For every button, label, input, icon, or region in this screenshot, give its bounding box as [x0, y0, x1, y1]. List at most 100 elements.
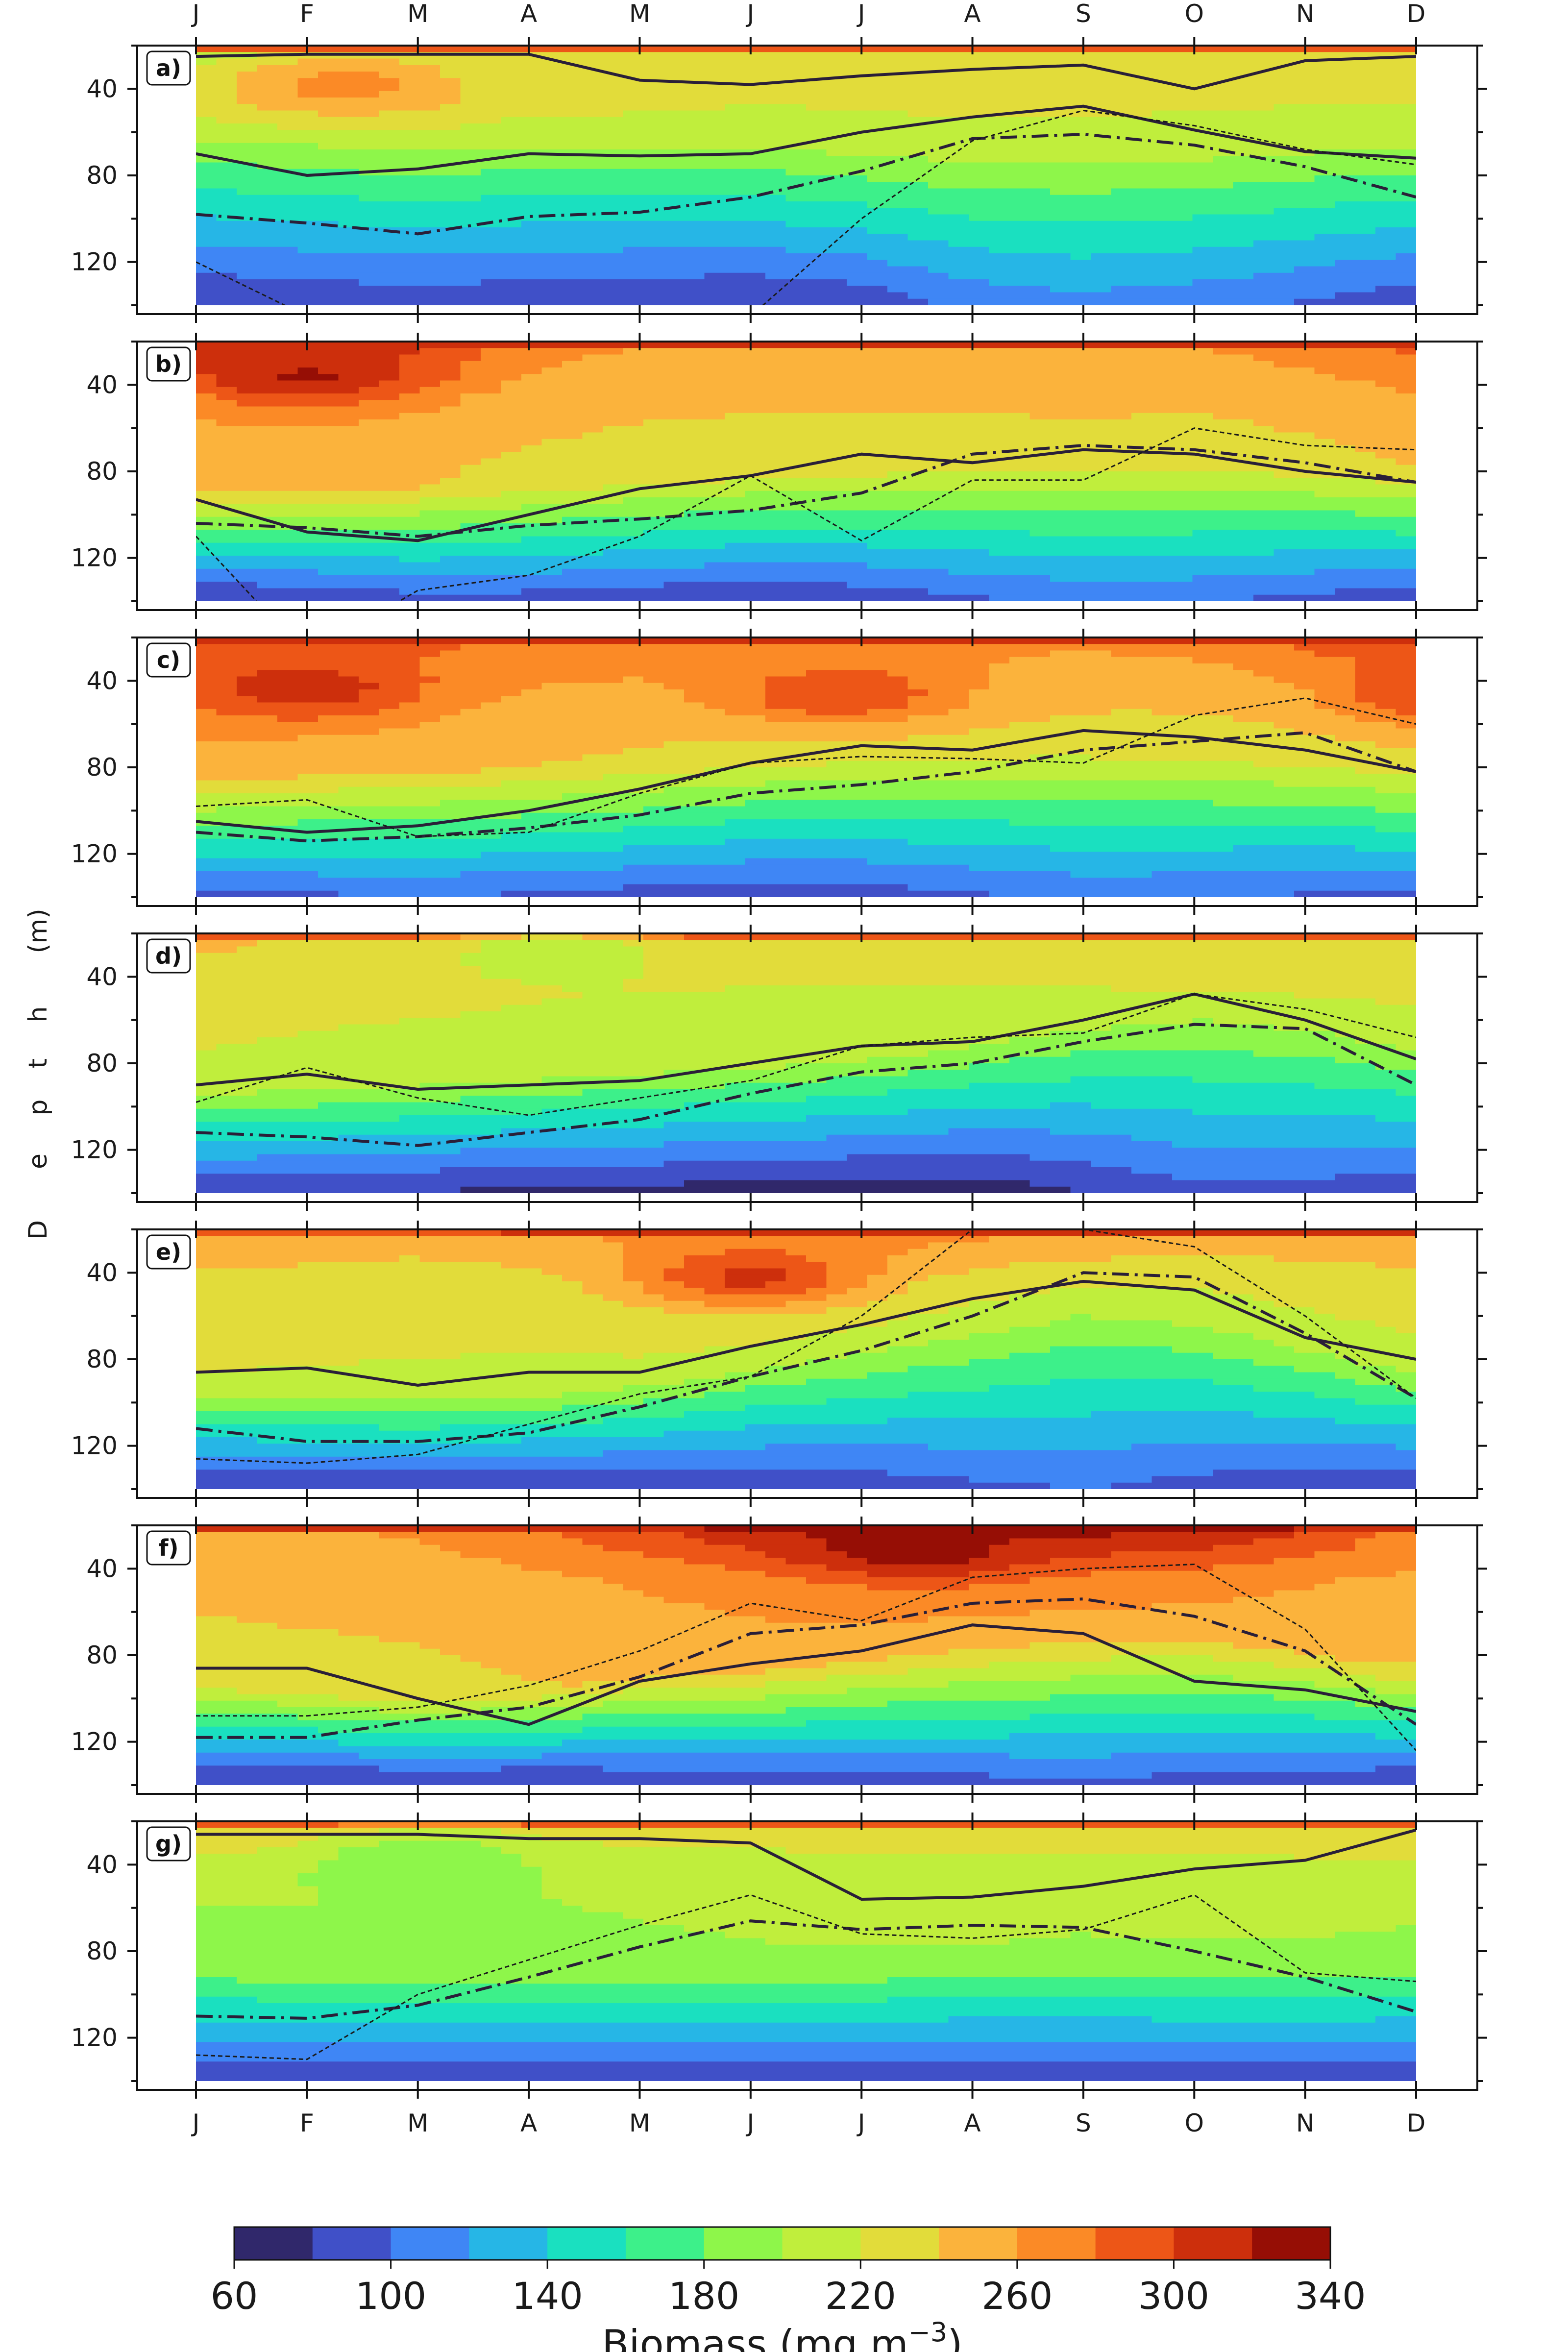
panel-b: 40 80 120 b): [71, 333, 1487, 619]
colorbar-tick-label: 60: [211, 2274, 258, 2318]
depth-tick-label: 120: [71, 544, 118, 572]
month-label-top: M: [407, 0, 428, 28]
month-label-bottom: J: [745, 2109, 754, 2137]
colorbar: 60 100 140 180 220 260 300 340 Biomass (mg m−3): [211, 2226, 1366, 2352]
month-label-bottom: A: [520, 2109, 537, 2137]
colorbar-segment: [704, 2227, 783, 2260]
panel-label-text: d): [155, 943, 182, 969]
month-label-top: J: [191, 0, 200, 28]
panel-label: g): [146, 1826, 191, 1862]
panel-frame: [136, 45, 1478, 315]
panel-frame: [136, 1228, 1478, 1499]
panel-frame: [136, 341, 1478, 611]
biomass-field: [196, 1229, 1416, 1489]
panel-label-text: e): [156, 1239, 181, 1265]
panel-g: 40 80 120 g): [71, 1813, 1487, 2099]
month-label-top: A: [964, 0, 980, 28]
month-label-bottom: N: [1296, 2109, 1314, 2137]
panel-label: b): [146, 346, 191, 382]
depth-tick-label: 40: [86, 370, 118, 399]
depth-tick-label: 80: [86, 1049, 118, 1078]
solid-contour-line: [196, 52, 1416, 91]
dashed-line: [196, 993, 1416, 1116]
colorbar-tick-label: 300: [1138, 2274, 1209, 2318]
dashdot-line: [196, 1023, 1416, 1147]
y-axis-label: De p t h (m): [24, 908, 53, 1240]
dashdot-line: [196, 1597, 1416, 1739]
panel-frame: [136, 932, 1478, 1203]
solid-contour-line: [196, 448, 1416, 542]
depth-tick-label: 120: [71, 2024, 118, 2052]
month-label-bottom: F: [300, 2109, 314, 2137]
depth-tick-label: 80: [86, 457, 118, 486]
dashed-line: [196, 427, 1416, 601]
colorbar-tick-label: 140: [512, 2274, 583, 2318]
month-label-top: J: [857, 0, 865, 28]
month-axes: J J F F M M A A M M J J J J A A S S O O N N D D: [191, 0, 1426, 2137]
panel-label: d): [146, 938, 191, 974]
month-label-top: F: [300, 0, 314, 28]
depth-tick-label: 120: [71, 1432, 118, 1460]
panel-frame: [136, 1820, 1478, 2091]
solid-contour-line: [196, 1623, 1416, 1726]
dashdot-line: [196, 1919, 1416, 2020]
depth-tick-label: 40: [86, 74, 118, 103]
colorbar-segment: [234, 2227, 313, 2260]
depth-tick-label: 40: [86, 1850, 118, 1879]
month-label-bottom: O: [1185, 2109, 1204, 2137]
biomass-field: [196, 342, 1416, 601]
month-label-bottom: S: [1076, 2109, 1091, 2137]
depth-tick-label: 120: [71, 1728, 118, 1756]
depth-tick-label: 120: [71, 248, 118, 276]
solid-contour-line: [196, 1279, 1416, 1387]
solid-contour-line: [196, 104, 1416, 177]
y-axis-label-letter: p: [24, 1099, 53, 1115]
dashdot-line: [196, 731, 1416, 843]
month-label-bottom: M: [629, 2109, 650, 2137]
colorbar-frame: [233, 2226, 1331, 2261]
depth-tick-label: 120: [71, 1136, 118, 1164]
biomass-field: [196, 1525, 1416, 1785]
panel-label: e): [146, 1234, 191, 1270]
panels-layer: 40 80 120 a) 40 80 120 b) 40 80 120 c) 40 80 120 d) 40 80…: [71, 37, 1487, 2099]
panel-c: 40 80 120 c): [71, 629, 1487, 915]
month-label-top: J: [745, 0, 754, 28]
dashdot-line: [196, 443, 1416, 538]
colorbar-segment: [1017, 2227, 1096, 2260]
colorbar-segment: [1174, 2227, 1252, 2260]
month-label-bottom: J: [191, 2109, 200, 2137]
panel-label: f): [146, 1530, 191, 1566]
panel-label: a): [146, 50, 191, 86]
colorbar-tick-label: 180: [668, 2274, 739, 2318]
y-axis-label-letter: h: [24, 1006, 53, 1023]
y-axis-label-letter: (m): [24, 908, 53, 953]
colorbar-segment: [469, 2227, 548, 2260]
dashed-line: [196, 1229, 1416, 1464]
colorbar-segment: [547, 2227, 626, 2260]
depth-tick-label: 80: [86, 161, 118, 190]
depth-tick-label: 40: [86, 962, 118, 991]
solid-contour-line: [196, 729, 1416, 834]
panel-label-text: c): [157, 647, 180, 673]
dashdot-line: [196, 133, 1416, 236]
y-axis-label-letter: D: [24, 1220, 53, 1240]
panel-f: 40 80 120 f): [71, 1517, 1487, 1803]
month-label-top: O: [1185, 0, 1204, 28]
solid-contour-line: [196, 1828, 1416, 1901]
panel-a: 40 80 120 a): [71, 37, 1487, 323]
colorbar-segment: [1252, 2227, 1331, 2260]
month-label-bottom: D: [1407, 2109, 1426, 2137]
colorbar-segment: [391, 2227, 469, 2260]
colorbar-title: Biomass (mg m−3): [602, 2317, 963, 2352]
colorbar-tick-label: 260: [981, 2274, 1053, 2318]
colorbar-tick-label: 340: [1295, 2274, 1366, 2318]
dashed-line: [196, 697, 1416, 837]
month-label-bottom: M: [407, 2109, 428, 2137]
biomass-field: [196, 637, 1416, 897]
dashed-line: [196, 1563, 1416, 1751]
month-label-bottom: A: [964, 2109, 980, 2137]
month-label-bottom: J: [857, 2109, 865, 2137]
y-axis-label-letter: e: [24, 1153, 53, 1169]
month-label-top: D: [1407, 0, 1426, 28]
depth-tick-label: 80: [86, 753, 118, 782]
